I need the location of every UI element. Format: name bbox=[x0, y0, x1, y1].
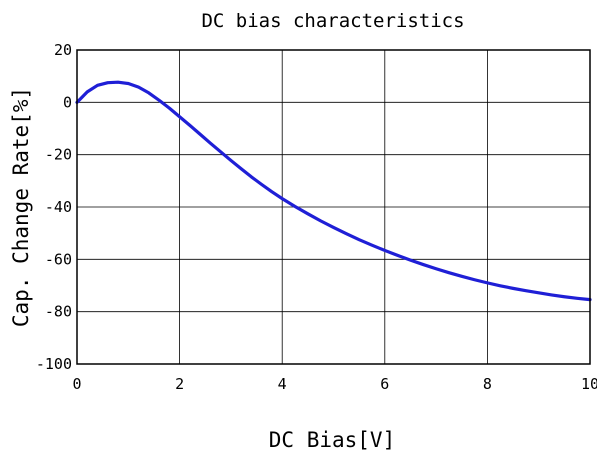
x-tick-label: 10 bbox=[581, 375, 597, 393]
y-tick-label: -40 bbox=[45, 198, 72, 216]
chart-title: DC bias characteristics bbox=[201, 10, 464, 32]
y-tick-label: 20 bbox=[54, 41, 72, 59]
y-tick-labels: 20 0 -20 -40 -60 -80 -100 bbox=[36, 41, 72, 373]
y-tick-label: -60 bbox=[45, 250, 72, 268]
x-tick-label: 6 bbox=[380, 375, 389, 393]
x-tick-label: 2 bbox=[175, 375, 184, 393]
y-axis-label: Cap. Change Rate[%] bbox=[9, 87, 33, 327]
x-tick-label: 0 bbox=[72, 375, 81, 393]
x-tick-label: 8 bbox=[483, 375, 492, 393]
x-tick-labels: 0 2 4 6 8 10 bbox=[72, 375, 597, 393]
y-tick-label: -20 bbox=[45, 146, 72, 164]
x-tick-label: 4 bbox=[278, 375, 287, 393]
x-axis-label: DC Bias[V] bbox=[269, 428, 395, 452]
plot-frame bbox=[76, 49, 591, 365]
y-tick-label: -80 bbox=[45, 303, 72, 321]
y-tick-label: -100 bbox=[36, 355, 72, 373]
plot-layer bbox=[75, 80, 592, 302]
y-tick-label: 0 bbox=[63, 93, 72, 111]
series-line-0 bbox=[75, 80, 592, 302]
